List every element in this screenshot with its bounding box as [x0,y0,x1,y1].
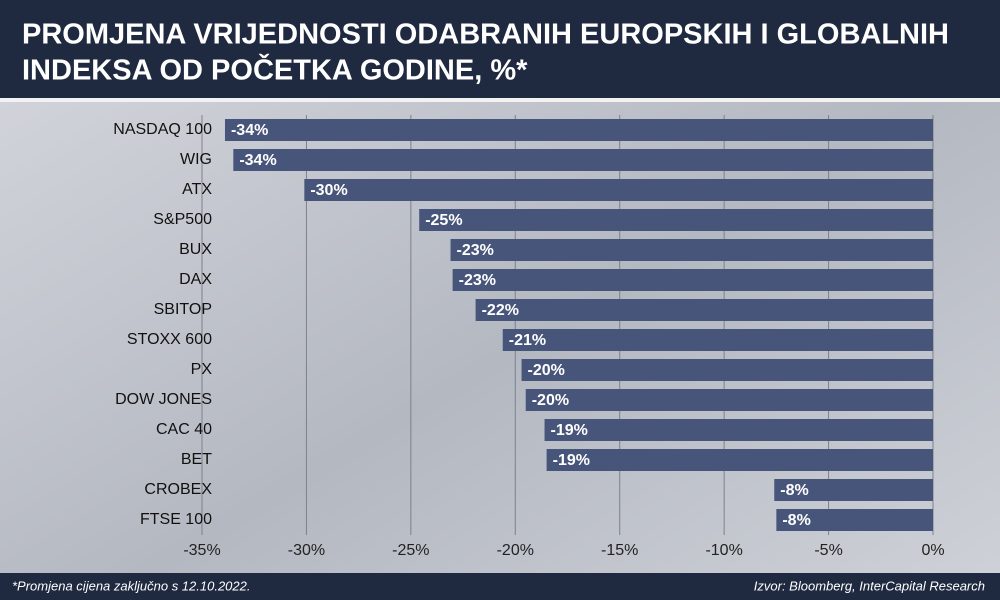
bar [304,179,934,201]
value-label: -20% [528,362,565,379]
bar [776,509,933,531]
y-tick-label: BET [181,451,212,468]
bar [419,209,933,231]
note: *Promjena cijena zaključno s 12.10.2022. [12,578,250,593]
source: Izvor: Bloomberg, InterCapital Research [754,578,985,593]
y-tick-label: CROBEX [144,481,212,498]
x-tick-label: -10% [705,542,742,559]
y-tick-label: STOXX 600 [127,331,212,348]
y-tick-label: SBITOP [154,301,212,318]
value-label: -23% [459,272,496,289]
bar [544,419,933,441]
header-rule [0,98,1000,102]
chart-title: INDEKSA OD POČETKA GODINE, %* [22,53,528,87]
y-tick-label: DOW JONES [115,391,212,408]
y-tick-label: DAX [179,271,212,288]
x-tick-label: -30% [288,542,325,559]
chart-title: PROMJENA VRIJEDNOSTI ODABRANIH EUROPSKIH… [22,19,949,51]
bar [452,269,933,291]
bar [224,119,933,141]
y-tick-label: BUX [179,241,212,258]
y-tick-label: CAC 40 [156,421,212,438]
bar [475,299,933,321]
footer [0,573,1000,600]
value-label: -30% [310,182,347,199]
value-label: -19% [551,422,588,439]
y-tick-label: WIG [180,151,212,168]
bar [233,149,934,171]
value-label: -20% [532,392,569,409]
bar [774,479,933,501]
value-label: -34% [239,152,276,169]
value-label: -21% [509,332,546,349]
x-tick-label: -35% [183,542,220,559]
x-tick-label: 0% [921,542,944,559]
y-tick-label: NASDAQ 100 [113,121,212,138]
value-label: -19% [553,452,590,469]
value-label: -23% [457,242,494,259]
value-label: -34% [231,122,268,139]
bar [521,359,933,381]
x-tick-label: -20% [497,542,534,559]
y-tick-label: FTSE 100 [140,511,212,528]
x-tick-label: -5% [814,542,842,559]
value-label: -25% [425,212,462,229]
y-tick-label: PX [191,361,213,378]
bar [546,449,933,471]
x-tick-label: -15% [601,542,638,559]
bar [525,389,933,411]
value-label: -22% [482,302,519,319]
y-tick-label: ATX [182,181,212,198]
value-label: -8% [782,512,810,529]
bar [450,239,933,261]
y-tick-label: S&P500 [153,211,212,228]
bar [502,329,933,351]
value-label: -8% [780,482,808,499]
x-tick-label: -25% [392,542,429,559]
header [0,0,1000,98]
